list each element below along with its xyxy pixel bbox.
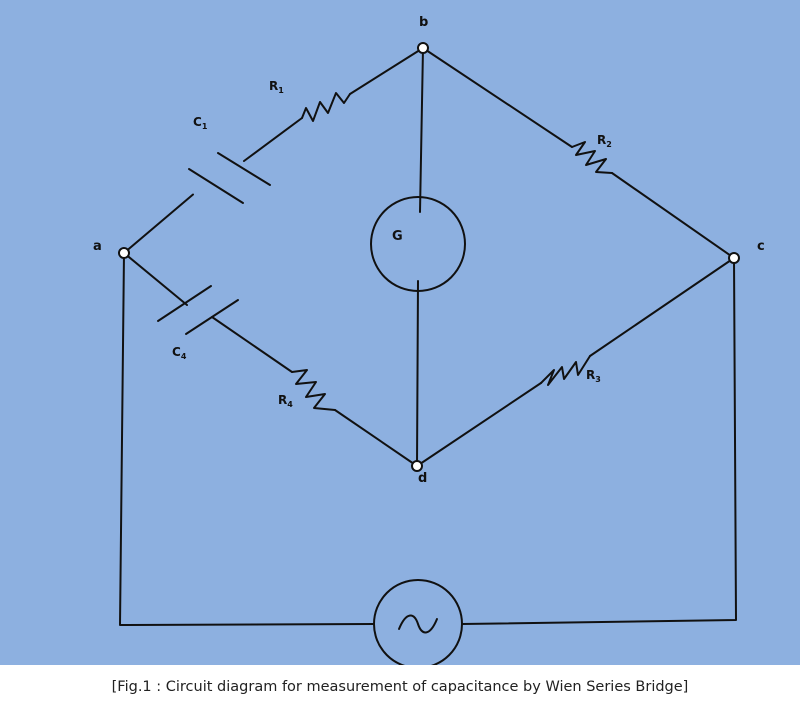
label-c1: C1: [193, 115, 208, 131]
arm-d-c: [416, 257, 735, 467]
arm-a-b: [123, 47, 424, 254]
ac-source-icon: [398, 614, 438, 634]
capacitor-c4: [157, 285, 212, 322]
label-r3: R3: [586, 368, 601, 384]
arm-b-c: [422, 47, 735, 259]
resistor-r1: [301, 92, 351, 122]
label-r1: R1: [269, 79, 284, 95]
figure-caption: [Fig.1 : Circuit diagram for measurement…: [0, 665, 800, 717]
resistor-r2: [571, 141, 613, 174]
node-a-terminal: [118, 247, 130, 259]
source-branch: [119, 252, 737, 665]
capacitor-c1: [217, 152, 271, 186]
node-d-terminal: [411, 460, 423, 472]
label-r2: R2: [597, 133, 612, 149]
circuit-diagram: a b c d R1 C1 R2 R3 C4 R4 G: [0, 0, 800, 665]
resistor-r3: [540, 355, 591, 386]
node-c-terminal: [728, 252, 740, 264]
capacitor-c1: [188, 168, 244, 204]
diagram-background: [0, 0, 800, 665]
node-c-label: c: [757, 239, 765, 254]
node-d-label: d: [418, 471, 427, 486]
node-a-label: a: [93, 239, 102, 254]
label-r4: R4: [278, 393, 293, 409]
node-b-label: b: [419, 15, 428, 30]
node-b-terminal: [417, 42, 429, 54]
arm-a-d: [123, 252, 418, 467]
galvanometer-label: G: [392, 229, 403, 244]
galvanometer-branch: [370, 47, 466, 467]
resistor-r4: [291, 369, 336, 411]
label-c4: C4: [172, 345, 187, 361]
